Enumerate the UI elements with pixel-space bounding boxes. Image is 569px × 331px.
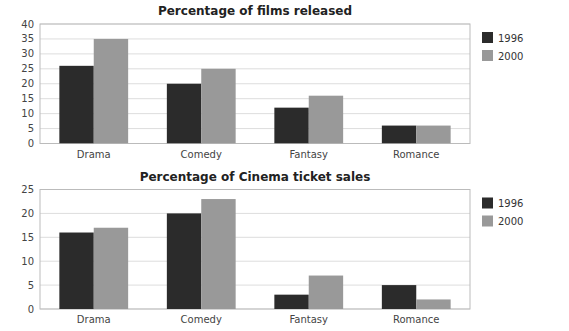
- y-tick-label: 20: [21, 78, 34, 89]
- plot-frame: [40, 24, 470, 144]
- y-tick-label: 35: [21, 33, 34, 44]
- bar: [416, 126, 450, 144]
- x-tick-label: Fantasy: [290, 149, 329, 160]
- panel: Percentage of films released 0 5 10 15 20 25 30…: [21, 4, 523, 160]
- y-tick-label: 40: [21, 19, 34, 30]
- legend-swatch: [482, 50, 493, 61]
- legend-label: 1996: [498, 33, 523, 44]
- y-tick-label: 0: [28, 304, 34, 315]
- panel: Percentage of Cinema ticket sales 0 5 10 15 2…: [21, 170, 523, 326]
- bar: [416, 299, 450, 309]
- legend-label: 2000: [498, 216, 523, 227]
- y-tick-label: 15: [21, 93, 34, 104]
- x-tick-label: Romance: [393, 314, 439, 325]
- y-tick-label: 5: [28, 280, 34, 291]
- y-tick-label: 20: [21, 208, 34, 219]
- x-tick-label: Comedy: [181, 314, 222, 325]
- x-tick-label: Fantasy: [290, 314, 329, 325]
- x-tick-label: Romance: [393, 149, 439, 160]
- x-tick-label: Drama: [77, 314, 111, 325]
- bar: [309, 276, 343, 309]
- x-tick-label: Drama: [77, 149, 111, 160]
- legend-label: 2000: [498, 51, 523, 62]
- y-tick-label: 25: [21, 63, 34, 74]
- y-tick-label: 10: [21, 256, 34, 267]
- bars: [59, 199, 450, 309]
- legend-swatch: [482, 198, 493, 209]
- y-tick-label: 25: [21, 184, 34, 195]
- bar: [94, 39, 128, 144]
- chart-title: Percentage of Cinema ticket sales: [140, 170, 371, 184]
- bar: [382, 126, 416, 144]
- bar: [274, 108, 308, 144]
- legend-swatch: [482, 216, 493, 227]
- bar: [59, 233, 93, 309]
- y-tick-label: 10: [21, 108, 34, 119]
- y-tick-label: 15: [21, 232, 34, 243]
- plot-frame: [40, 190, 470, 310]
- x-tick-label: Comedy: [181, 149, 222, 160]
- bar: [201, 199, 235, 309]
- y-tick-label: 0: [28, 138, 34, 149]
- y-tick-label: 5: [28, 123, 34, 134]
- grid-line: [40, 213, 470, 214]
- bar: [167, 84, 201, 144]
- chart-root: Percentage of films released 0 5 10 15 20 25 30…: [0, 0, 569, 331]
- bar: [274, 295, 308, 309]
- legend-label: 1996: [498, 198, 523, 209]
- y-tick-label: 30: [21, 48, 34, 59]
- bars: [59, 39, 450, 144]
- chart-title: Percentage of films released: [158, 4, 352, 18]
- bar: [201, 69, 235, 144]
- legend-swatch: [482, 32, 493, 43]
- bar: [59, 66, 93, 144]
- bar: [309, 96, 343, 144]
- bar: [167, 213, 201, 309]
- bar: [94, 228, 128, 309]
- bar: [382, 285, 416, 309]
